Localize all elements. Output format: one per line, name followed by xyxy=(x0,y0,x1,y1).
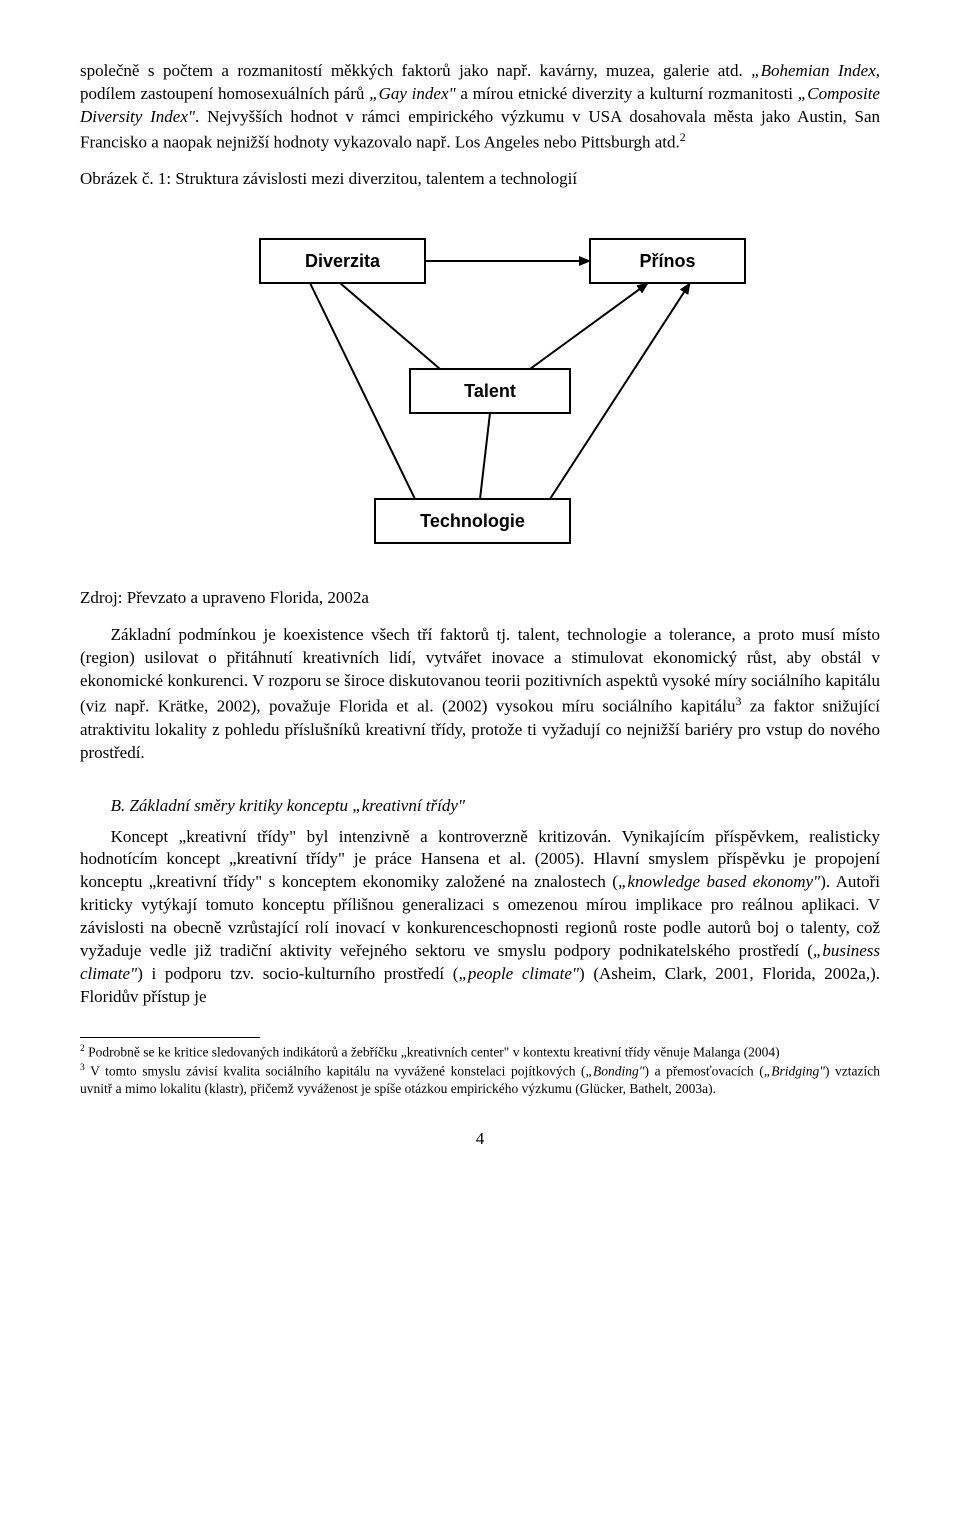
diagram-node-label-diverzita: Diverzita xyxy=(305,251,381,271)
section-b-heading: B. Základní směry kritiky konceptu „krea… xyxy=(111,795,880,818)
diagram-edge xyxy=(310,283,415,499)
diagram-node-label-prinos: Přínos xyxy=(639,251,695,271)
footnote-3: 3 V tomto smyslu závisí kvalita sociální… xyxy=(80,1063,880,1097)
body-paragraph-1: Základní podmínkou je koexistence všech … xyxy=(80,624,880,764)
figure-source: Zdroj: Převzato a upraveno Florida, 2002… xyxy=(80,587,880,610)
footnote-2: 2 Podrobně se ke kritice sledovaných ind… xyxy=(80,1044,880,1061)
diagram-node-label-talent: Talent xyxy=(464,381,516,401)
intro-paragraph: společně s počtem a rozmanitostí měkkých… xyxy=(80,60,880,154)
page-number: 4 xyxy=(80,1128,880,1151)
diagram-node-label-technologie: Technologie xyxy=(420,511,525,531)
section-b-paragraph: Koncept „kreativní třídy" byl intenzivně… xyxy=(80,826,880,1010)
diagram-edge xyxy=(530,283,648,369)
dependency-diagram: Diverzita Přínos Talent Technologie xyxy=(80,209,880,569)
diagram-edge xyxy=(340,283,440,369)
footnote-separator xyxy=(80,1037,260,1038)
diagram-edge xyxy=(480,413,490,499)
figure-caption: Obrázek č. 1: Struktura závislosti mezi … xyxy=(80,168,880,191)
